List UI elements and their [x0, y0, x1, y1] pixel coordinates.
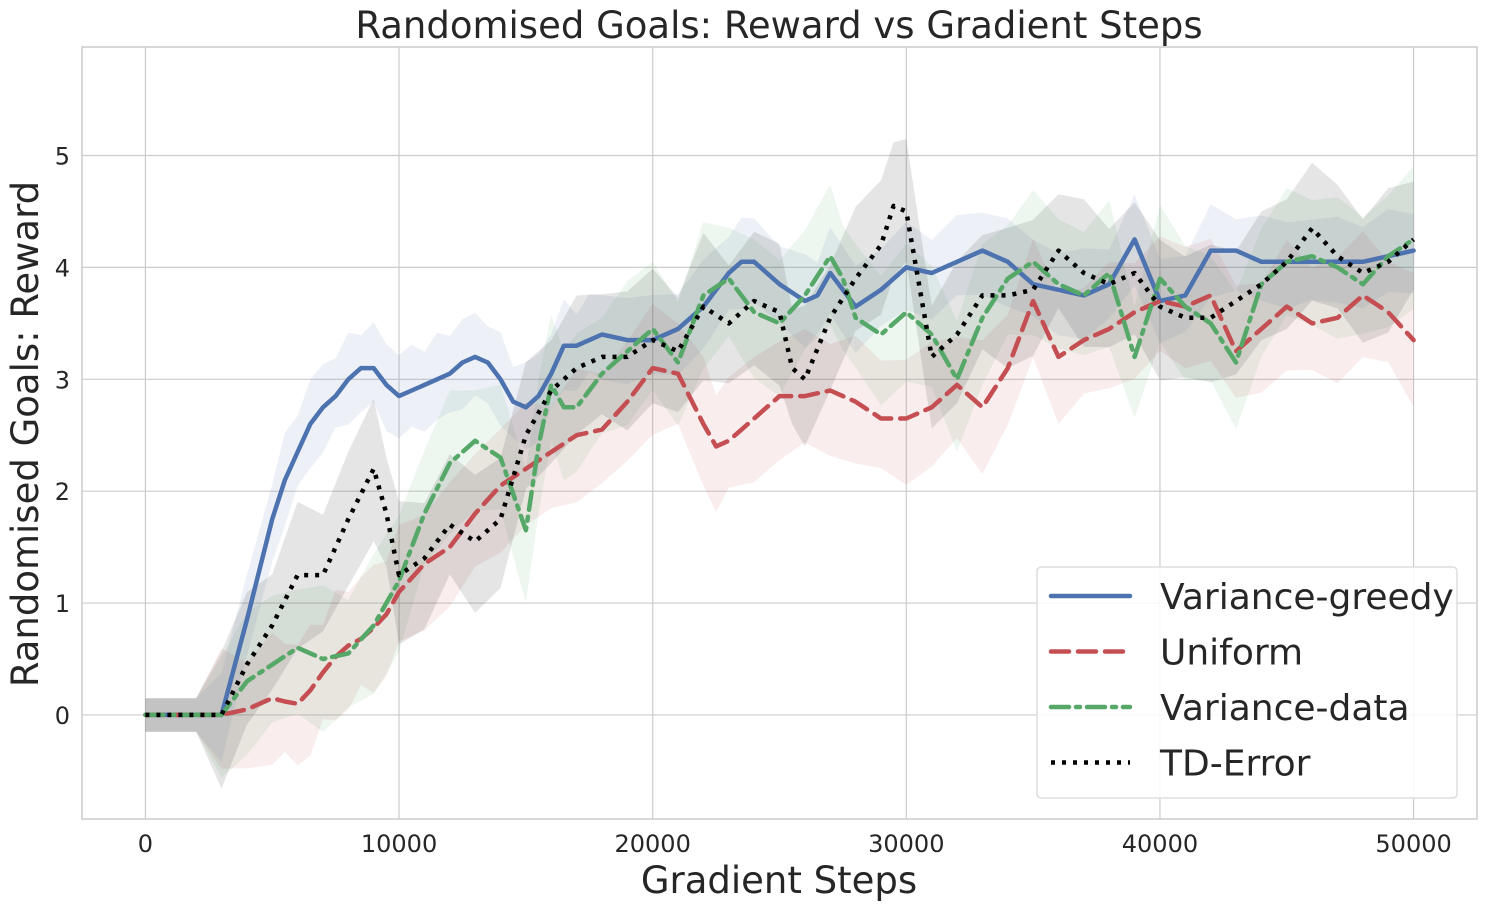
x-tick-label: 0 [138, 830, 153, 858]
series-lines [143, 203, 1416, 718]
y-tick-label: 3 [55, 366, 70, 394]
chart-title: Randomised Goals: Reward vs Gradient Ste… [355, 4, 1202, 47]
confidence-bands [145, 139, 1414, 789]
y-tick-label: 4 [55, 254, 70, 282]
confidence-band [145, 139, 1414, 789]
confidence-band [145, 166, 1414, 778]
legend-label: Variance-greedy [1160, 577, 1454, 618]
legend: Variance-greedy Uniform Variance-data TD-Er… [1036, 566, 1458, 799]
plot-frame [81, 46, 1478, 820]
x-tick-label: 20000 [615, 830, 691, 858]
x-axis-label: Gradient Steps [641, 859, 917, 902]
x-tick-labels: 0 10000 20000 30000 40000 50000 [138, 830, 1452, 858]
legend-label: Variance-data [1160, 688, 1410, 729]
y-tick-label: 5 [55, 143, 70, 171]
legend-label: TD-Error [1159, 744, 1311, 785]
confidence-band [145, 231, 1414, 769]
series-line [145, 203, 1416, 718]
legend-label: Uniform [1160, 633, 1303, 674]
y-axis-label: Randomised Goals: Reward [4, 181, 47, 687]
y-tick-label: 2 [55, 478, 70, 506]
x-tick-label: 40000 [1122, 830, 1198, 858]
y-tick-label: 0 [55, 702, 70, 730]
series-line [143, 237, 1416, 718]
y-tick-labels: 0 1 2 3 4 5 [55, 143, 70, 730]
x-tick-label: 10000 [361, 830, 437, 858]
x-tick-label: 50000 [1375, 830, 1451, 858]
y-tick-label: 1 [55, 590, 70, 618]
confidence-band [145, 194, 1414, 762]
legend-box [1036, 566, 1458, 799]
series-line [143, 293, 1416, 718]
x-tick-label: 30000 [868, 830, 944, 858]
